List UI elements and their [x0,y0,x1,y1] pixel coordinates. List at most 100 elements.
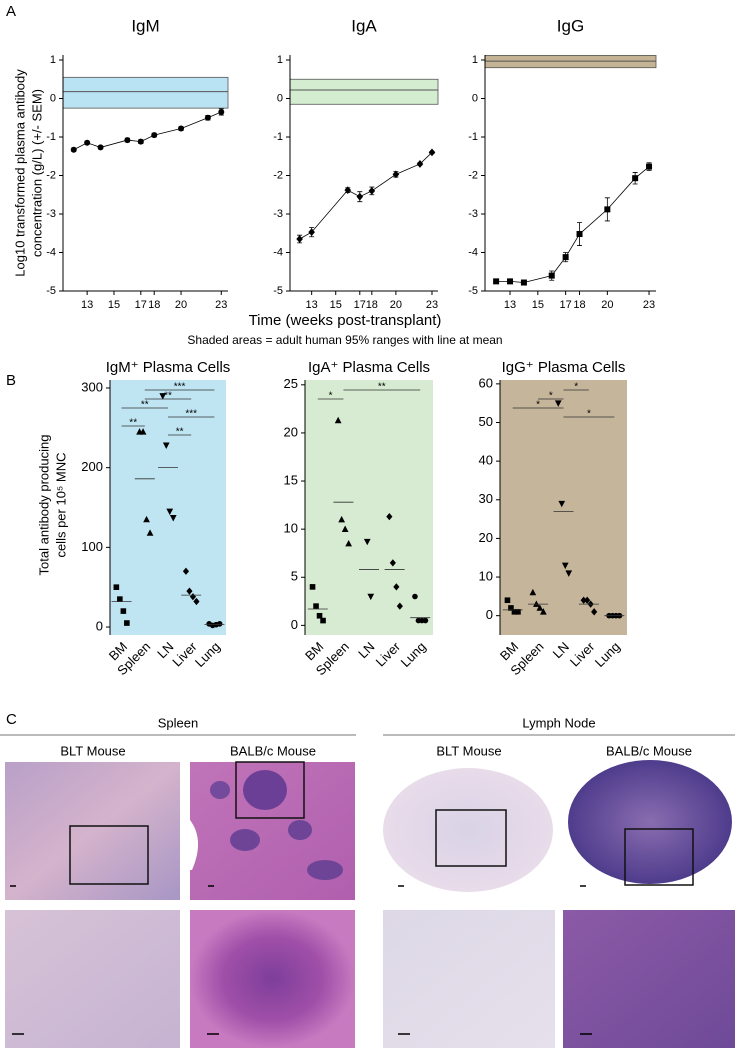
y-tick-label: 0 [291,617,298,632]
x-tick-label: 18 [573,299,585,311]
x-tick-label: 20 [390,299,402,311]
follicle [243,770,287,810]
follicle [230,829,260,851]
x-tick-label: Liver [373,638,404,669]
marker [113,584,120,590]
marker [151,132,158,139]
y-tick-label: -3 [273,208,283,220]
marker [632,175,639,182]
y-axis-label: concentration (g/L) (+/- SEM) [29,89,44,257]
y-tick-label: 10 [479,568,493,583]
marker [412,593,418,600]
significance-label: ** [164,391,172,402]
plot-background [110,380,226,635]
data-line [496,166,650,283]
marker [493,278,500,285]
column-title: BALB/c Mouse [230,743,316,758]
marker [137,138,144,145]
significance-label: *** [174,382,186,393]
marker [562,254,569,261]
y-tick-label: 20 [479,530,493,545]
follicle [288,820,312,840]
marker [70,146,77,153]
x-tick-label: 13 [306,299,318,311]
marker [218,108,225,115]
x-tick-label: 23 [643,299,655,311]
marker [507,278,514,285]
significance-label: ** [141,400,149,411]
y-tick-label: 60 [479,375,493,390]
y-tick-label: 50 [479,414,493,429]
x-tick-label: Liver [169,638,200,669]
marker [341,525,349,532]
marker [146,529,154,536]
y-tick-label: -4 [46,246,56,258]
x-tick-label: Lung [398,639,429,670]
chart-title: IgG [557,16,584,35]
image [190,910,355,1048]
x-tick-label: 17 [560,299,572,311]
y-tick-label: 0 [277,92,283,104]
zoom-box [69,825,149,885]
column-title: BLT Mouse [60,743,125,758]
y-tick-label: 0 [50,92,56,104]
y-tick-label: -1 [273,131,283,143]
marker [386,513,393,521]
y-tick-label: 5 [291,569,298,584]
x-tick-label: 15 [532,299,544,311]
significance-label: ** [176,427,184,438]
y-tick-label: 0 [486,607,493,622]
image [383,910,555,1048]
data-line [73,111,222,151]
chart-title: IgA⁺ Plasma Cells [308,359,430,376]
group-title: Lymph Node [522,715,595,730]
marker [204,114,211,121]
marker [309,584,316,590]
y-tick-label: 200 [81,459,103,474]
marker [117,596,123,602]
zoom-box [235,761,305,819]
marker [162,442,170,449]
x-tick-label: 20 [175,299,187,311]
image [5,762,180,900]
marker [422,617,429,624]
marker [558,500,566,508]
significance-label: *** [185,409,197,420]
marker [508,605,514,611]
marker [529,588,537,596]
y-tick-label: 20 [284,424,298,439]
marker [416,160,424,168]
marker [169,515,177,522]
column-title: BLT Mouse [436,743,501,758]
y-tick-label: 1 [472,54,478,66]
panel-label: B [6,372,16,389]
marker [159,393,167,400]
marker [316,612,323,619]
data-line [299,152,433,240]
marker [320,617,326,624]
marker [186,587,193,595]
marker [368,187,376,195]
marker [178,125,185,132]
marker [392,170,400,179]
marker [389,559,396,567]
marker [515,609,521,615]
chart-title: IgA [351,16,377,35]
y-tick-label: -2 [468,169,478,181]
x-tick-label: 13 [504,299,516,311]
scale-bars [10,885,592,1035]
y-tick-label: -5 [468,285,478,297]
significance-label: * [587,409,591,420]
y-tick-label: 1 [277,54,283,66]
marker [97,144,104,151]
marker [396,602,403,610]
image [5,910,180,1048]
marker [367,593,375,601]
marker [554,400,562,407]
x-tick-label: 23 [426,299,438,311]
y-tick-label: -5 [273,285,283,297]
y-tick-label: 30 [479,491,493,506]
x-tick-label: 15 [108,299,120,311]
significance-label: * [329,391,333,402]
